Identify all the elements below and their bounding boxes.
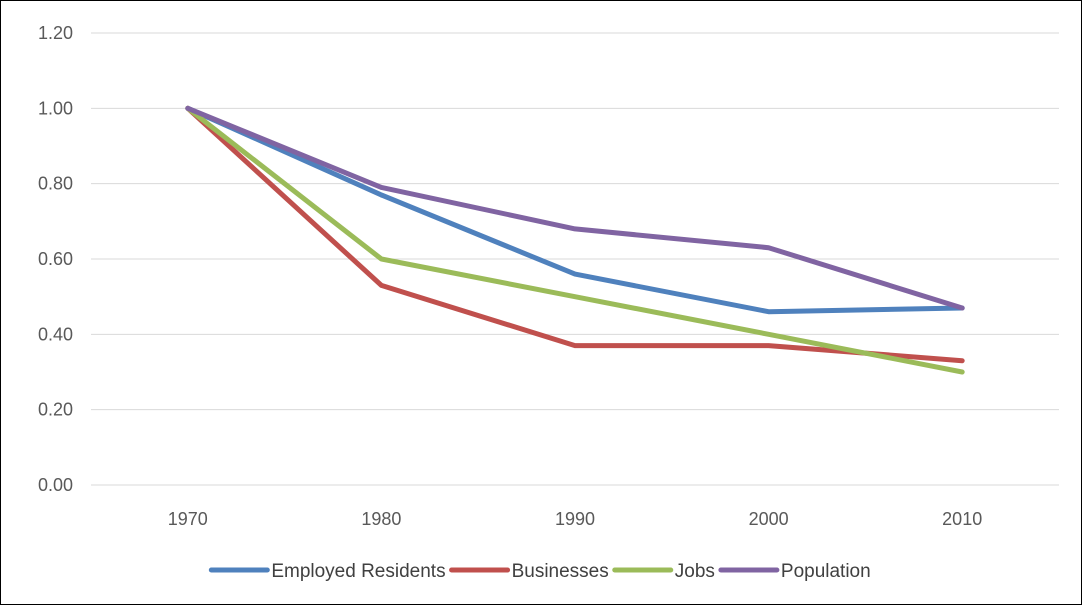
legend: Employed Residents Businesses Jobs Populati… — [208, 561, 871, 582]
legend-label: Employed Residents — [271, 561, 445, 582]
y-axis-tick-labels: 0.00 0.20 0.40 0.60 0.80 1.00 1.20 — [38, 23, 73, 495]
y-tick-label: 0.40 — [38, 324, 73, 344]
legend-label: Jobs — [675, 561, 715, 582]
series-line-businesses — [185, 105, 965, 364]
y-tick-label: 0.00 — [38, 475, 73, 495]
x-tick-label: 2010 — [942, 509, 982, 529]
x-tick-label: 1970 — [168, 509, 208, 529]
legend-item: Businesses — [449, 561, 609, 582]
y-tick-label: 0.60 — [38, 249, 73, 269]
series-lines — [185, 105, 965, 375]
y-tick-label: 1.00 — [38, 98, 73, 118]
y-tick-label: 0.80 — [38, 174, 73, 194]
x-tick-label: 1980 — [361, 509, 401, 529]
legend-item: Jobs — [612, 561, 715, 582]
legend-label: Businesses — [512, 561, 609, 582]
series-line-jobs — [185, 105, 965, 375]
series-line-population — [185, 105, 965, 311]
legend-item: Population — [718, 561, 871, 582]
x-tick-label: 1990 — [555, 509, 595, 529]
series-line-employed-residents — [185, 105, 965, 315]
x-axis-tick-labels: 1970 1980 1990 2000 2010 — [168, 509, 982, 529]
y-tick-label: 0.20 — [38, 400, 73, 420]
legend-label: Population — [781, 561, 871, 582]
gridlines — [91, 32, 1059, 486]
x-tick-label: 2000 — [749, 509, 789, 529]
y-tick-label: 1.20 — [38, 23, 73, 43]
legend-item: Employed Residents — [208, 561, 446, 582]
